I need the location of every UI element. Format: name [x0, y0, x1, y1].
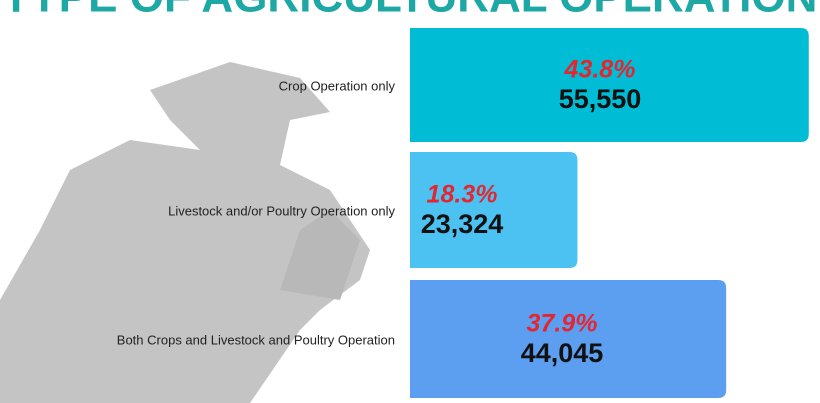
chart-title: TYPE OF AGRICULTURAL OPERATION — [3, 0, 818, 22]
farmer-silhouette — [0, 62, 370, 403]
category-label: Livestock and/or Poultry Operation only — [168, 203, 395, 218]
percent-label: 43.8% — [564, 56, 636, 84]
value-label: 44,045 — [521, 338, 604, 368]
category-label: Crop Operation only — [279, 78, 396, 93]
value-label: 23,324 — [421, 209, 504, 239]
percent-label: 18.3% — [427, 181, 498, 209]
chart: TYPE OF AGRICULTURAL OPERATION Crop Oper… — [0, 0, 820, 403]
value-label: 55,550 — [559, 84, 642, 114]
category-label: Both Crops and Livestock and Poultry Ope… — [117, 332, 395, 347]
percent-label: 37.9% — [527, 310, 598, 338]
